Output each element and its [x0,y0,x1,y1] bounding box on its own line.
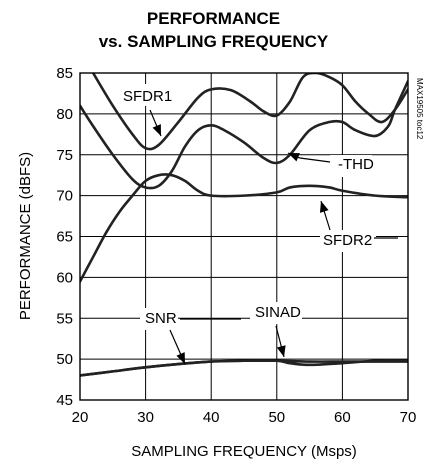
x-tick-label: 30 [137,409,154,426]
x-tick-label: 40 [203,409,220,426]
figure-code: MAX19505 toc12 [415,78,424,140]
annotation-bg-sinad [250,302,302,324]
annotation-label-sfdr2: SFDR2 [323,232,372,249]
x-tick-label: 70 [400,409,417,426]
annotation-arrow-sfdr1 [152,124,161,136]
x-tick-label: 60 [334,409,351,426]
y-tick-label: 50 [56,351,73,368]
annotation-arrow-thd [288,153,300,162]
y-tick-label: 75 [56,147,73,164]
y-tick-label: 55 [56,310,73,327]
annotation-label-sfdr1: SFDR1 [123,88,172,105]
annotation-label-thd: -THD [338,156,374,173]
y-axis-label: PERFORMANCE (dBFS) [17,152,34,320]
chart-subtitle: vs. SAMPLING FREQUENCY [98,32,329,51]
series-line-sinad [80,359,408,377]
chart-title: PERFORMANCE [146,9,281,28]
annotation-bg-thd [330,155,372,177]
y-tick-label: 60 [56,269,73,286]
x-tick-label: 20 [72,409,89,426]
annotation-arrow-snr [176,352,185,364]
annotation-arrow-sinad [276,345,286,357]
series-line-sfdr2 [80,173,408,283]
annotation-label-sinad: SINAD [255,304,301,321]
annotation-bg-sfdr1 [120,84,172,106]
y-tick-label: 80 [56,106,73,123]
y-tick-label: 45 [56,392,73,409]
annotation-label-snr: SNR [145,310,177,327]
y-tick-label: 70 [56,188,73,205]
series-line-sfdr1 [91,73,408,151]
annotation-bg-snr [140,308,178,330]
x-axis-label: SAMPLING FREQUENCY (Msps) [131,443,357,460]
annotation-bg-sfdr2 [320,230,376,252]
annotation-arrow-sfdr2-2 [319,201,329,213]
y-tick-label: 65 [56,229,73,246]
x-tick-label: 50 [268,409,285,426]
y-tick-label: 85 [56,65,73,82]
plot-frame [79,72,409,401]
